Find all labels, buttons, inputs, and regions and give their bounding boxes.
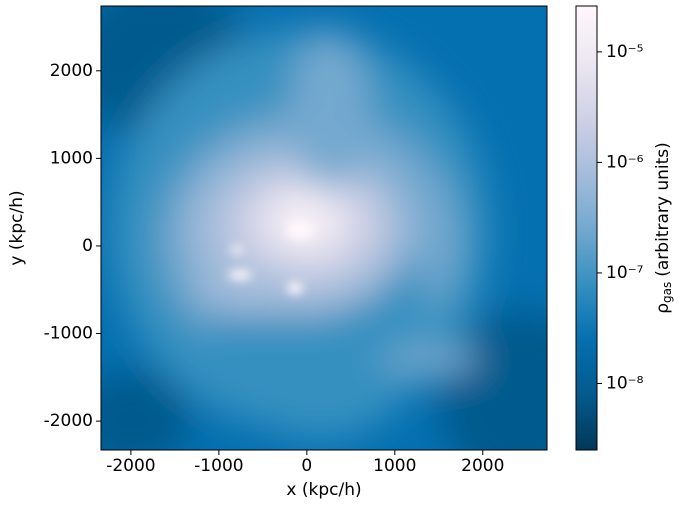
plot-frame <box>100 5 548 451</box>
y-tick-label: 2000 <box>50 61 93 81</box>
x-axis-label: x (kpc/h) <box>286 480 361 500</box>
colorbar-label-text: (arbitrary units) <box>653 142 673 277</box>
y-tick-label: 0 <box>82 236 93 256</box>
density-image <box>101 6 547 450</box>
colorbar-tick-label: 10⁻⁸ <box>606 373 644 393</box>
colorbar-label-subscript: gas <box>660 282 674 303</box>
x-tick-label: -1000 <box>194 456 243 476</box>
colorbar <box>575 5 598 451</box>
colorbar-tick-label: 10⁻⁶ <box>606 152 644 172</box>
y-tick-label: 1000 <box>50 148 93 168</box>
x-tick-label: -2000 <box>106 456 155 476</box>
x-tick-label: 1000 <box>373 456 416 476</box>
x-tick-label: 2000 <box>461 456 504 476</box>
colorbar-label: ρgas (arbitrary units) <box>653 142 674 314</box>
colorbar-label-symbol: ρ <box>653 303 673 314</box>
y-tick-label: -2000 <box>44 411 93 431</box>
colorbar-tick-label: 10⁻⁷ <box>606 263 644 283</box>
x-tick-label: 0 <box>301 456 312 476</box>
colorbar-tick-label: 10⁻⁵ <box>606 42 643 62</box>
y-axis-label: y (kpc/h) <box>7 190 27 265</box>
y-tick-label: -1000 <box>44 324 93 344</box>
